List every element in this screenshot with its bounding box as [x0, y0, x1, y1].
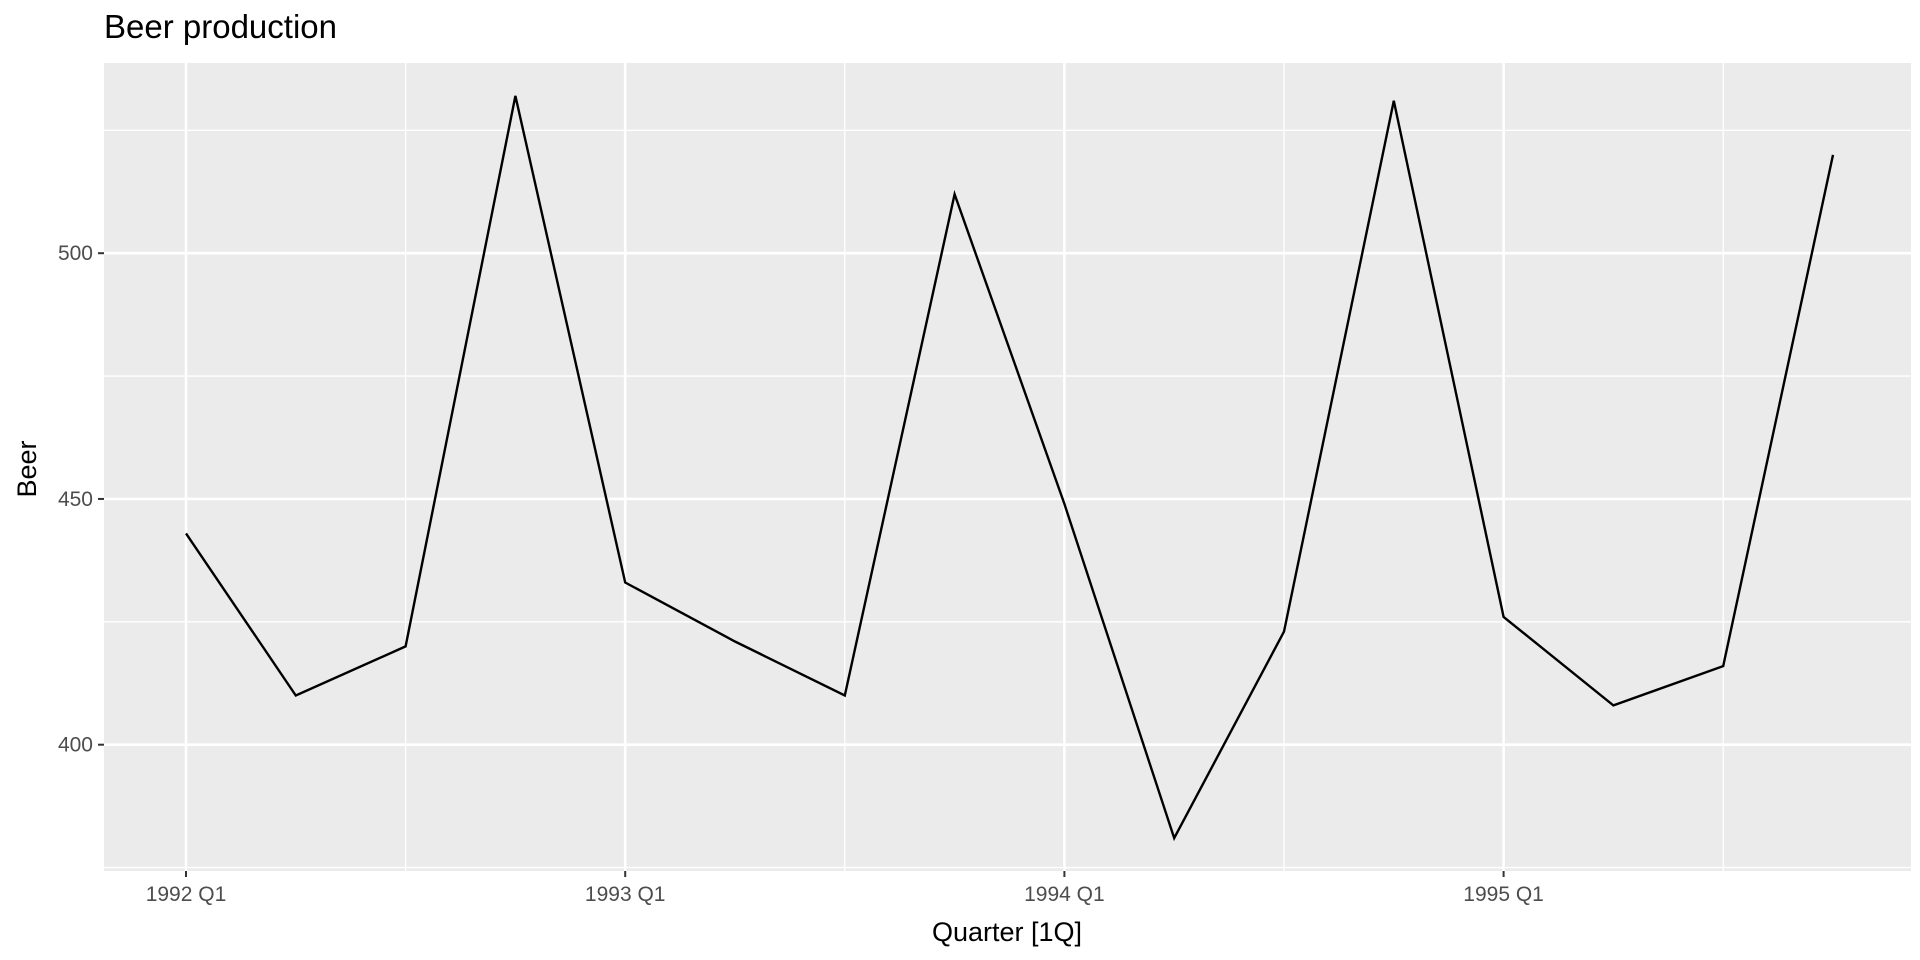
x-tick-label: 1995 Q1: [1463, 883, 1544, 906]
x-tick-label: 1992 Q1: [146, 883, 227, 906]
major-gridlines: [104, 63, 1911, 871]
x-tick-label: 1994 Q1: [1024, 883, 1105, 906]
y-tick-label: 450: [58, 488, 93, 511]
x-tick-label: 1993 Q1: [585, 883, 666, 906]
x-axis: 1992 Q1 1993 Q1 1994 Q1 1995 Q1: [146, 871, 1544, 906]
x-axis-title: Quarter [1Q]: [932, 917, 1082, 947]
chart-title: Beer production: [104, 8, 337, 45]
y-axis-title: Beer: [12, 440, 42, 497]
plot-panel: [104, 63, 1911, 871]
minor-gridlines: [104, 63, 1911, 871]
y-axis: 400 450 500: [58, 242, 104, 757]
y-tick-label: 400: [58, 734, 93, 757]
series-layer: [185, 95, 1835, 842]
series-line: [185, 95, 1835, 842]
y-tick-label: 500: [58, 242, 93, 265]
